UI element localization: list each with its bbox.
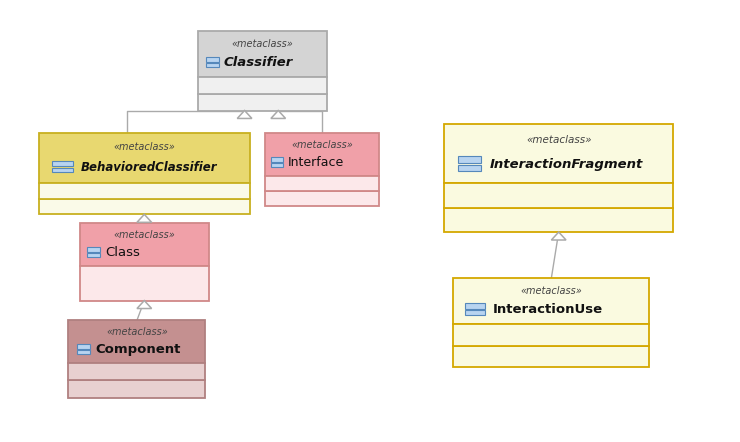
- Text: «metaclass»: «metaclass»: [106, 328, 168, 337]
- FancyBboxPatch shape: [265, 133, 379, 176]
- FancyBboxPatch shape: [444, 183, 673, 208]
- FancyBboxPatch shape: [52, 161, 73, 167]
- FancyBboxPatch shape: [465, 310, 485, 315]
- FancyBboxPatch shape: [444, 124, 673, 183]
- Polygon shape: [137, 214, 152, 222]
- Text: «metaclass»: «metaclass»: [291, 140, 353, 150]
- FancyBboxPatch shape: [454, 278, 650, 324]
- Polygon shape: [551, 232, 566, 240]
- Text: Class: Class: [106, 246, 141, 259]
- FancyBboxPatch shape: [69, 381, 205, 398]
- FancyBboxPatch shape: [69, 320, 205, 363]
- Text: BehavioredClassifier: BehavioredClassifier: [81, 160, 218, 174]
- Text: «metaclass»: «metaclass»: [232, 39, 294, 49]
- FancyBboxPatch shape: [198, 31, 327, 77]
- FancyBboxPatch shape: [198, 77, 327, 94]
- FancyBboxPatch shape: [39, 183, 250, 199]
- FancyBboxPatch shape: [77, 350, 90, 354]
- FancyBboxPatch shape: [265, 176, 379, 191]
- Text: «metaclass»: «metaclass»: [113, 142, 175, 152]
- FancyBboxPatch shape: [206, 63, 219, 67]
- Text: Interface: Interface: [287, 156, 344, 169]
- Text: «metaclass»: «metaclass»: [526, 135, 591, 145]
- Polygon shape: [271, 110, 286, 118]
- Text: InteractionFragment: InteractionFragment: [490, 158, 643, 171]
- FancyBboxPatch shape: [454, 324, 650, 346]
- FancyBboxPatch shape: [444, 208, 673, 232]
- FancyBboxPatch shape: [39, 199, 250, 214]
- FancyBboxPatch shape: [77, 344, 90, 349]
- FancyBboxPatch shape: [206, 57, 219, 62]
- FancyBboxPatch shape: [87, 253, 101, 257]
- FancyBboxPatch shape: [454, 346, 650, 367]
- FancyBboxPatch shape: [69, 363, 205, 381]
- FancyBboxPatch shape: [198, 94, 327, 110]
- FancyBboxPatch shape: [80, 223, 209, 266]
- FancyBboxPatch shape: [272, 157, 283, 162]
- Text: Classifier: Classifier: [223, 56, 293, 69]
- FancyBboxPatch shape: [465, 303, 485, 309]
- Text: «metaclass»: «metaclass»: [113, 230, 175, 240]
- FancyBboxPatch shape: [458, 165, 481, 171]
- FancyBboxPatch shape: [39, 133, 250, 183]
- FancyBboxPatch shape: [87, 247, 101, 251]
- Polygon shape: [137, 301, 152, 309]
- FancyBboxPatch shape: [265, 191, 379, 206]
- FancyBboxPatch shape: [52, 168, 73, 172]
- Text: «metaclass»: «metaclass»: [520, 286, 582, 296]
- FancyBboxPatch shape: [272, 163, 283, 167]
- Text: InteractionUse: InteractionUse: [493, 303, 602, 316]
- Polygon shape: [238, 110, 252, 118]
- Text: Component: Component: [96, 343, 181, 356]
- FancyBboxPatch shape: [80, 266, 209, 301]
- FancyBboxPatch shape: [458, 156, 481, 164]
